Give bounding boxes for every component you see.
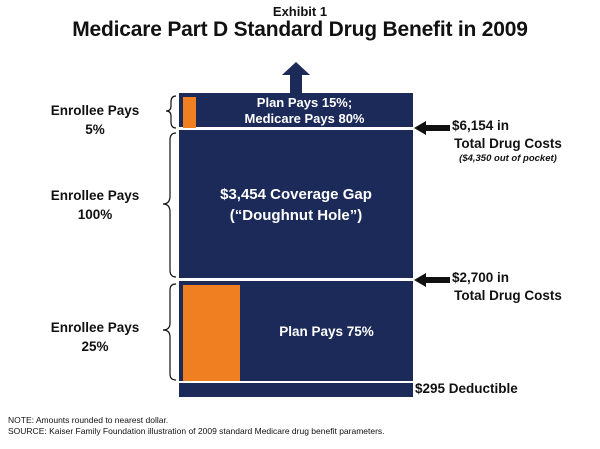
segment-top-line2: Medicare Pays 80%	[244, 111, 365, 126]
segment-deductible	[179, 383, 413, 397]
right-label-upper: $6,154 in	[452, 117, 572, 135]
right-label-upper-sub: Total Drug Costs ($4,350 out of pocket)	[418, 135, 598, 165]
upper-sub: Total Drug Costs	[454, 136, 562, 151]
left-label-bottom-line1: Enrollee Pays	[50, 320, 140, 335]
lower-sub: Total Drug Costs	[454, 288, 562, 303]
left-arrow-icon	[414, 121, 450, 135]
segment-bottom-label: Plan Pays 75%	[279, 324, 374, 339]
deductible-label: $295 Deductible	[415, 381, 518, 396]
brace-top	[165, 95, 177, 129]
segment-catastrophic	[179, 93, 413, 127]
note-text: NOTE: Amounts rounded to nearest dollar.	[8, 415, 169, 425]
segment-gap-label: $3,454 Coverage Gap (“Doughnut Hole”)	[179, 184, 413, 226]
up-arrow-icon	[282, 62, 310, 94]
upper-note: ($4,350 out of pocket)	[459, 153, 557, 164]
right-label-lower-sub: Total Drug Costs	[418, 287, 598, 305]
segment-top-label: Plan Pays 15%; Medicare Pays 80%	[196, 95, 413, 127]
braces	[162, 95, 177, 381]
brace-bottom	[162, 283, 177, 381]
left-label-top-line1: Enrollee Pays	[50, 103, 140, 118]
enrollee-share-top	[183, 97, 196, 128]
left-label-middle-line1: Enrollee Pays	[50, 188, 140, 203]
left-label-middle: Enrollee Pays 100%	[40, 186, 150, 224]
left-label-bottom: Enrollee Pays 25%	[40, 318, 150, 356]
lower-amount: $2,700 in	[452, 270, 510, 285]
segment-top-line1: Plan Pays 15%;	[256, 95, 353, 110]
left-label-bottom-line2: 25%	[81, 339, 109, 354]
segment-gap-line2: (“Doughnut Hole”)	[229, 207, 363, 224]
enrollee-share-bottom	[183, 285, 240, 381]
brace-middle	[162, 132, 177, 278]
upper-amount: $6,154 in	[452, 118, 510, 133]
page-title: Medicare Part D Standard Drug Benefit in…	[72, 18, 528, 41]
left-label-top: Enrollee Pays 5%	[40, 101, 150, 139]
segment-gap-line1: $3,454 Coverage Gap	[220, 186, 372, 203]
segment-coverage-gap	[179, 130, 413, 278]
source-text: SOURCE: Kaiser Family Foundation illustr…	[8, 426, 385, 436]
left-label-middle-line2: 100%	[77, 207, 113, 222]
left-label-top-line2: 5%	[85, 122, 105, 137]
left-arrow-icon	[414, 273, 450, 287]
right-label-lower: $2,700 in	[452, 269, 572, 287]
exhibit-label: Exhibit 1	[272, 4, 328, 19]
